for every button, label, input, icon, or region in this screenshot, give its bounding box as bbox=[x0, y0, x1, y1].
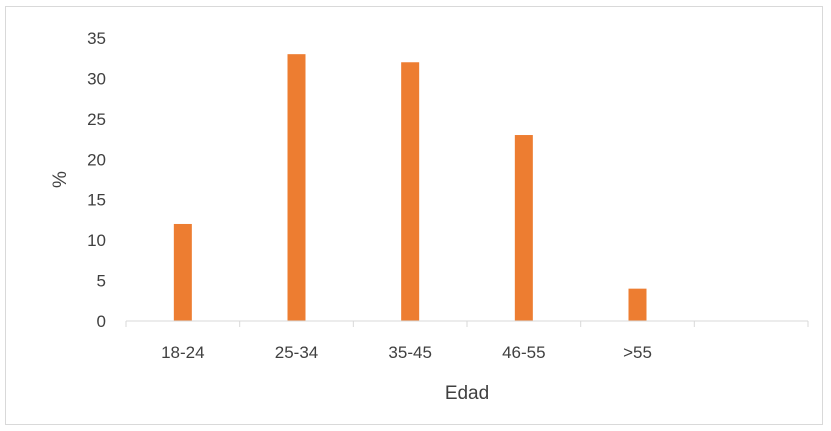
y-tick-label: 30 bbox=[87, 69, 106, 88]
y-tick-label: 35 bbox=[87, 29, 106, 48]
bar bbox=[514, 135, 533, 321]
x-axis-labels: 18-24 25-34 35-45 46-55 >55 bbox=[161, 343, 652, 362]
bar bbox=[628, 288, 647, 321]
bar bbox=[173, 223, 192, 321]
y-tick-label: 10 bbox=[87, 231, 106, 250]
y-axis-ticks: 0 5 10 15 20 25 30 35 bbox=[87, 29, 106, 331]
x-axis-tick-marks bbox=[125, 321, 809, 327]
y-axis-title: % bbox=[50, 171, 71, 188]
x-axis-title: Edad bbox=[445, 383, 489, 404]
y-tick-label: 25 bbox=[87, 110, 106, 129]
y-tick-label: 15 bbox=[87, 191, 106, 210]
x-tick-label: 18-24 bbox=[161, 343, 204, 362]
bars bbox=[173, 54, 647, 322]
x-tick-label: 25-34 bbox=[275, 343, 318, 362]
y-tick-label: 5 bbox=[97, 272, 106, 291]
x-tick-label: >55 bbox=[623, 343, 652, 362]
bar bbox=[401, 62, 420, 321]
x-tick-label: 35-45 bbox=[388, 343, 431, 362]
bar bbox=[287, 54, 306, 322]
x-tick-label: 46-55 bbox=[502, 343, 545, 362]
y-tick-label: 0 bbox=[97, 312, 106, 331]
y-tick-label: 20 bbox=[87, 150, 106, 169]
